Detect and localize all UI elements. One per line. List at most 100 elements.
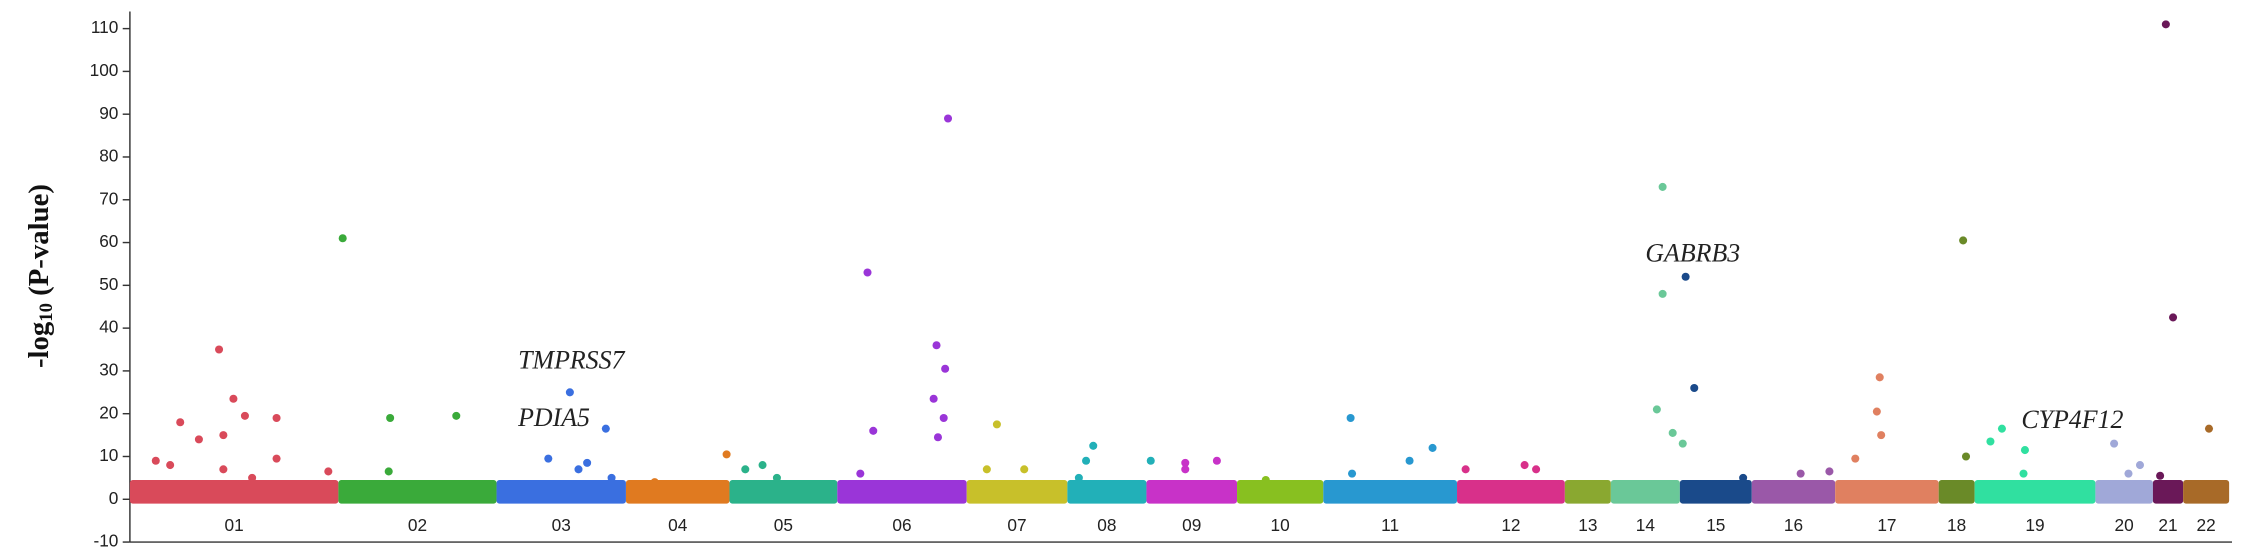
chromosome-band (625, 480, 730, 504)
snp-point (929, 394, 938, 403)
snp-point (1658, 289, 1667, 298)
snp-point (863, 268, 872, 277)
snp-point (1146, 456, 1155, 465)
snp-point (943, 114, 953, 123)
chromosome-label: 04 (668, 515, 688, 535)
snp-point (1875, 373, 1884, 382)
snp-point (338, 234, 347, 243)
chromosome-band (1679, 480, 1752, 504)
chromosome-band (1146, 480, 1238, 504)
snp-point (1089, 441, 1098, 450)
snp-point (1851, 454, 1860, 463)
snp-point (229, 394, 238, 403)
y-tick-label: 100 (90, 60, 119, 80)
chromosome-band (1237, 480, 1324, 504)
y-label-main: -log (22, 321, 54, 368)
snp-point (2110, 439, 2119, 448)
snp-point (939, 413, 948, 423)
snp-point (272, 454, 281, 463)
snp-point (982, 465, 991, 474)
snp-point (1796, 469, 1805, 478)
snp-point (2156, 471, 2165, 480)
snp-point (772, 473, 781, 482)
chromosome-label: 11 (1381, 515, 1399, 535)
y-axis-label-text: -log10 (P-value) (22, 184, 57, 368)
snp-point (215, 345, 224, 354)
y-axis-label: -log10 (P-value) (22, 184, 57, 368)
snp-point (1346, 413, 1355, 423)
y-tick-label: 40 (99, 317, 118, 337)
chromosome-band (1564, 480, 1611, 504)
snp-point (869, 426, 878, 435)
snp-point (1658, 182, 1667, 191)
chromosome-band (129, 480, 339, 504)
snp-point (2135, 461, 2145, 470)
chromosome-band (966, 480, 1068, 504)
chromosome-label: 09 (1182, 515, 1201, 535)
y-tick-label: 90 (99, 103, 118, 123)
snp-point (758, 461, 767, 470)
chromosome-label: 13 (1578, 515, 1597, 535)
gene-annotation: CYP4F12 (2021, 405, 2123, 434)
gene-annotation: PDIA5 (517, 403, 590, 432)
y-label-rest: (P-value) (22, 184, 54, 296)
chromosome-label: 17 (1877, 515, 1896, 535)
chromosome-label: 18 (1947, 515, 1966, 535)
snp-point (2019, 469, 2028, 478)
snp-point (176, 418, 185, 427)
snp-point (1825, 467, 1834, 476)
snp-point (1212, 456, 1221, 465)
chromosome-band (837, 480, 967, 504)
chromosome-band (496, 480, 626, 504)
y-tick-label: 70 (99, 188, 118, 208)
chromosome-band (1835, 480, 1939, 504)
snp-point (1020, 465, 1029, 474)
snp-point (1082, 456, 1091, 465)
gene-annotation: TMPRSS7 (518, 345, 625, 374)
snp-point (384, 467, 393, 476)
snp-point (219, 465, 228, 474)
chromosome-label: 14 (1636, 515, 1656, 535)
chromosome-label: 19 (2025, 515, 2044, 535)
y-tick-label: 60 (99, 231, 118, 251)
snp-point (1532, 465, 1541, 474)
snp-point (1348, 469, 1357, 478)
snp-point (2169, 313, 2178, 322)
snp-point (386, 413, 395, 423)
snp-point (722, 450, 731, 459)
chromosome-band (1067, 480, 1147, 504)
snp-point (194, 435, 203, 444)
snp-point (1690, 384, 1699, 393)
snp-point (2020, 446, 2029, 455)
snp-point (650, 478, 659, 487)
y-tick-label: 80 (99, 146, 118, 166)
y-label-sub: 10 (36, 303, 57, 322)
snp-point (856, 469, 865, 478)
chromosome-band (2183, 480, 2230, 504)
snp-point (932, 341, 941, 350)
chromosome-label: 10 (1271, 515, 1290, 535)
chromosome-label: 08 (1097, 515, 1116, 535)
y-tick-label: 10 (99, 445, 118, 465)
snp-point (1872, 407, 1881, 416)
snp-point (1652, 405, 1661, 414)
snp-point (2204, 424, 2214, 433)
snp-point (544, 454, 553, 463)
snp-point (1678, 439, 1687, 448)
snp-point (151, 456, 160, 465)
snp-point (166, 461, 175, 470)
chromosome-label: 12 (1501, 515, 1520, 535)
chromosome-label: 16 (1784, 515, 1803, 535)
snp-point (2124, 469, 2133, 478)
snp-point (601, 424, 610, 433)
snp-point (1261, 475, 1270, 485)
chromosome-label: 21 (2158, 515, 2177, 535)
snp-point (1074, 473, 1083, 482)
y-tick-label: 20 (99, 402, 118, 422)
snp-point (2161, 20, 2170, 29)
chromosome-label: 06 (892, 515, 911, 535)
chromosome-label: 07 (1007, 515, 1026, 535)
snp-point (1986, 437, 1995, 446)
snp-point (1461, 465, 1470, 474)
y-tick-label: 50 (99, 274, 118, 294)
